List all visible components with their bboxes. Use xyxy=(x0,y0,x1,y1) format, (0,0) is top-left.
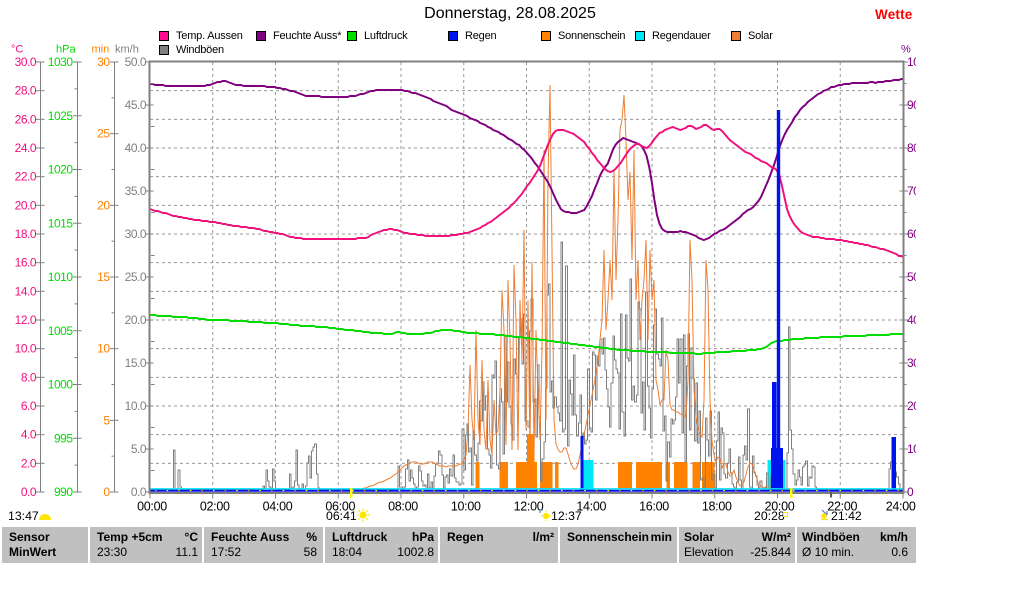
svg-text:80: 80 xyxy=(907,141,916,155)
svg-text:22:00: 22:00 xyxy=(827,500,857,514)
svg-text:1030: 1030 xyxy=(48,55,74,69)
svg-text:50.0: 50.0 xyxy=(125,55,147,69)
svg-text:100: 100 xyxy=(907,55,916,69)
svg-text:18.0: 18.0 xyxy=(15,227,37,241)
svg-text:40: 40 xyxy=(907,313,916,327)
svg-text:1010: 1010 xyxy=(48,270,74,284)
svg-text:90: 90 xyxy=(907,98,916,112)
svg-text:60: 60 xyxy=(907,227,916,241)
svg-text:1000: 1000 xyxy=(48,378,74,392)
svg-text:24:00: 24:00 xyxy=(886,500,916,514)
svg-text:20.0: 20.0 xyxy=(125,313,147,327)
svg-text:4.0: 4.0 xyxy=(21,428,37,442)
svg-text:min: min xyxy=(92,44,110,56)
svg-text:12.0: 12.0 xyxy=(15,313,37,327)
svg-text:10.0: 10.0 xyxy=(125,399,147,413)
svg-text:0.0: 0.0 xyxy=(131,485,147,499)
svg-text:15.0: 15.0 xyxy=(125,356,147,370)
svg-text:2.0: 2.0 xyxy=(21,456,37,470)
svg-text:14.0: 14.0 xyxy=(15,284,37,298)
svg-text:22.0: 22.0 xyxy=(15,170,37,184)
svg-text:08:00: 08:00 xyxy=(388,500,418,514)
svg-text:00:00: 00:00 xyxy=(137,500,167,514)
svg-text:16.0: 16.0 xyxy=(15,256,37,270)
svg-text:6.0: 6.0 xyxy=(21,399,37,413)
svg-text:0: 0 xyxy=(907,485,914,499)
svg-text:24.0: 24.0 xyxy=(15,141,37,155)
svg-text:16:00: 16:00 xyxy=(639,500,669,514)
svg-text:10: 10 xyxy=(97,342,110,356)
svg-text:20.0: 20.0 xyxy=(15,198,37,212)
svg-text:06:00: 06:00 xyxy=(325,500,355,514)
svg-text:hPa: hPa xyxy=(56,44,76,56)
svg-text:45.0: 45.0 xyxy=(125,98,147,112)
svg-text:35.0: 35.0 xyxy=(125,184,147,198)
svg-text:30.0: 30.0 xyxy=(15,55,37,69)
svg-text:5: 5 xyxy=(103,413,110,427)
svg-text:5.0: 5.0 xyxy=(131,442,147,456)
svg-text:10.0: 10.0 xyxy=(15,342,37,356)
svg-text:1005: 1005 xyxy=(48,324,74,338)
svg-text:02:00: 02:00 xyxy=(200,500,230,514)
svg-text:50: 50 xyxy=(907,270,916,284)
svg-text:1025: 1025 xyxy=(48,109,74,123)
svg-text:20: 20 xyxy=(97,198,110,212)
svg-text:40.0: 40.0 xyxy=(125,141,147,155)
svg-text:14:00: 14:00 xyxy=(576,500,606,514)
svg-text:04:00: 04:00 xyxy=(263,500,293,514)
svg-text:%: % xyxy=(901,44,911,56)
svg-text:8.0: 8.0 xyxy=(21,370,37,384)
svg-text:30.0: 30.0 xyxy=(125,227,147,241)
svg-text:1015: 1015 xyxy=(48,216,74,230)
svg-text:°C: °C xyxy=(11,44,23,56)
svg-text:0.0: 0.0 xyxy=(21,485,37,499)
svg-text:18:00: 18:00 xyxy=(702,500,732,514)
svg-text:0: 0 xyxy=(103,485,110,499)
svg-text:30: 30 xyxy=(907,356,916,370)
svg-text:km/h: km/h xyxy=(115,44,139,56)
svg-text:28.0: 28.0 xyxy=(15,84,37,98)
svg-text:30: 30 xyxy=(97,55,110,69)
svg-text:25.0: 25.0 xyxy=(125,270,147,284)
svg-text:25: 25 xyxy=(97,127,110,141)
svg-text:10:00: 10:00 xyxy=(451,500,481,514)
svg-text:20:00: 20:00 xyxy=(765,500,795,514)
svg-text:10: 10 xyxy=(907,442,916,456)
svg-text:15: 15 xyxy=(97,270,110,284)
svg-text:26.0: 26.0 xyxy=(15,112,37,126)
svg-text:1020: 1020 xyxy=(48,163,74,177)
svg-text:990: 990 xyxy=(54,485,73,499)
svg-text:12:00: 12:00 xyxy=(514,500,544,514)
svg-text:20: 20 xyxy=(907,399,916,413)
svg-text:70: 70 xyxy=(907,184,916,198)
svg-text:995: 995 xyxy=(54,431,73,445)
